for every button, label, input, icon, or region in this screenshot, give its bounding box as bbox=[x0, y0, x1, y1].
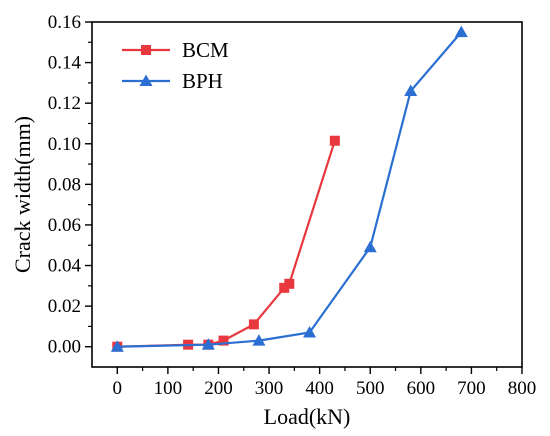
x-tick-label: 100 bbox=[154, 378, 183, 399]
data-point-bcm bbox=[284, 278, 295, 289]
x-tick-label: 300 bbox=[255, 378, 284, 399]
y-tick-label: 0.16 bbox=[48, 12, 81, 33]
x-tick-label: 700 bbox=[457, 378, 486, 399]
series-bph bbox=[110, 25, 468, 352]
x-tick-label: 200 bbox=[204, 378, 233, 399]
data-point-bph bbox=[454, 25, 468, 38]
y-tick-label: 0.06 bbox=[48, 215, 81, 236]
legend-item-bcm: BCM bbox=[122, 38, 229, 62]
data-point-bcm bbox=[248, 319, 259, 330]
data-point-bph bbox=[110, 340, 124, 352]
series-bcm bbox=[112, 135, 340, 352]
x-tick-label: 800 bbox=[508, 378, 537, 399]
x-axis-title: Load(kN) bbox=[264, 404, 351, 429]
legend-marker bbox=[141, 45, 151, 55]
legend-label: BPH bbox=[182, 69, 223, 93]
series-line-bcm bbox=[117, 140, 336, 348]
y-tick-label: 0.14 bbox=[48, 53, 82, 74]
x-tick-label: 0 bbox=[113, 378, 123, 399]
data-point-bcm bbox=[218, 335, 229, 346]
legend-marker bbox=[139, 74, 153, 86]
y-tick-label: 0.04 bbox=[48, 256, 82, 277]
plot-frame bbox=[91, 21, 523, 368]
data-point-bph bbox=[363, 240, 377, 253]
series-line-bph bbox=[117, 31, 463, 348]
legend-label: BCM bbox=[182, 38, 229, 62]
legend-item-bph: BPH bbox=[122, 69, 223, 93]
data-point-bph bbox=[303, 326, 317, 338]
y-tick-label: 0.10 bbox=[48, 134, 81, 155]
legend: BCM BPH bbox=[122, 38, 229, 93]
x-tick-label: 400 bbox=[305, 378, 334, 399]
data-point-bcm bbox=[279, 282, 290, 293]
axes: 0 100 200 300 400 500 600 700 800 0.00 0.02 0.04 0.0… bbox=[48, 12, 537, 399]
data-point-bph bbox=[404, 84, 418, 96]
data-point-bph bbox=[201, 338, 215, 350]
data-point-bcm bbox=[329, 135, 340, 146]
y-tick-label: 0.02 bbox=[48, 296, 81, 317]
x-tick-label: 600 bbox=[407, 378, 436, 399]
data-point-bph bbox=[252, 334, 266, 346]
y-tick-label: 0.12 bbox=[48, 93, 81, 114]
plot-marks bbox=[110, 25, 468, 352]
x-tick-label: 500 bbox=[356, 378, 385, 399]
y-tick-label: 0.08 bbox=[48, 174, 81, 195]
y-tick-label: 0.00 bbox=[48, 337, 81, 358]
y-axis-title: Crack width(mm) bbox=[10, 116, 35, 273]
